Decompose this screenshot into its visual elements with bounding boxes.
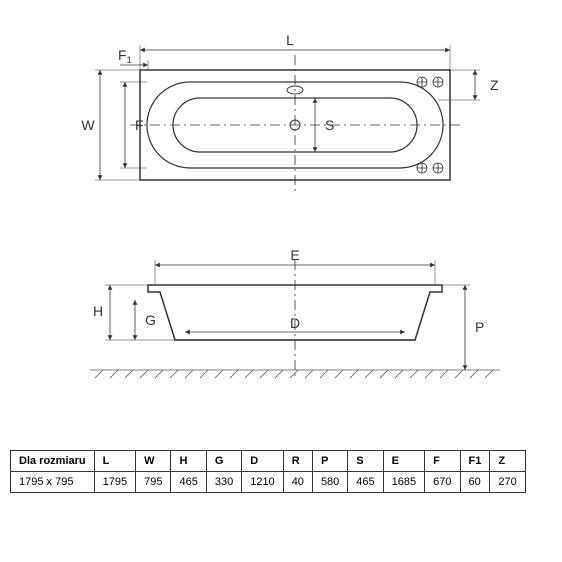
cell: 60 [460, 472, 490, 493]
col-header: F1 [460, 451, 490, 472]
col-header: R [283, 451, 312, 472]
cell: 465 [171, 472, 206, 493]
cell: 1210 [242, 472, 283, 493]
side-view: E D H G P [90, 247, 500, 380]
label-F: F [135, 117, 144, 133]
label-Z: Z [490, 77, 499, 93]
col-header: F [425, 451, 460, 472]
label-L: L [286, 32, 294, 48]
row-label: 1795 x 795 [11, 472, 95, 493]
dimensions-table: Dla rozmiaru LWHGDRPSEFF1Z 1795 x 795 17… [10, 450, 526, 493]
label-W: W [81, 117, 95, 133]
col-header: P [312, 451, 347, 472]
cell: 1795 [94, 472, 135, 493]
col-header: D [242, 451, 283, 472]
cell: 465 [348, 472, 383, 493]
top-view: L F1 Z W F S [81, 32, 499, 195]
col-header: E [383, 451, 424, 472]
label-G: G [145, 312, 156, 328]
table-header-row: Dla rozmiaru LWHGDRPSEFF1Z [11, 451, 526, 472]
cell: 330 [206, 472, 241, 493]
header-label: Dla rozmiaru [11, 451, 95, 472]
cell: 795 [136, 472, 171, 493]
cell: 40 [283, 472, 312, 493]
col-header: Z [490, 451, 525, 472]
cell: 670 [425, 472, 460, 493]
col-header: W [136, 451, 171, 472]
label-P: P [475, 319, 484, 335]
label-S: S [325, 117, 334, 133]
label-H: H [93, 303, 103, 319]
label-E: E [290, 247, 299, 263]
table-data-row: 1795 x 795 17957954653301210405804651685… [11, 472, 526, 493]
label-D: D [290, 315, 300, 331]
col-header: L [94, 451, 135, 472]
cell: 270 [490, 472, 525, 493]
cell: 1685 [383, 472, 424, 493]
label-F1: F1 [118, 47, 132, 65]
col-header: G [206, 451, 241, 472]
col-header: S [348, 451, 383, 472]
cell: 580 [312, 472, 347, 493]
col-header: H [171, 451, 206, 472]
